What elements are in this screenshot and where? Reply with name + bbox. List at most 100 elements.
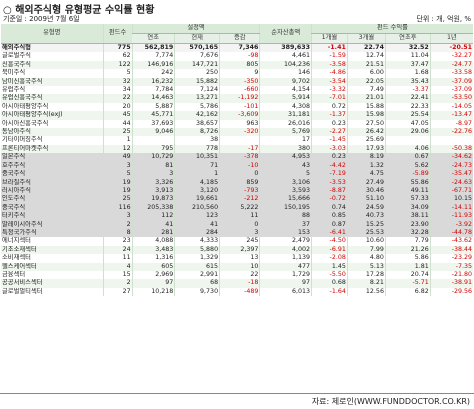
- return-3m: 25.69: [346, 136, 386, 145]
- return-3m: 6.00: [346, 69, 386, 78]
- net-assets: 37: [259, 220, 312, 229]
- fund-count: 32: [102, 77, 133, 87]
- return-1m: -4.50: [310, 237, 348, 246]
- type-name: 브라질주식: [1, 178, 104, 187]
- setup-now: 1: [174, 170, 220, 179]
- table-row: 일본주식 49 10,729 10,351 -378 4,953 0.23 8.19 0.67-…: [1, 153, 473, 162]
- type-name: 글로벌멀티섹터: [2, 287, 43, 295]
- setup-now: 210,560: [174, 203, 220, 213]
- return-1y: -21.80: [429, 270, 473, 280]
- net-assets: 380: [259, 144, 312, 154]
- fund-count: 116: [102, 203, 133, 213]
- return-ytd: -5.71: [384, 279, 431, 288]
- fund-count: 25: [102, 195, 133, 204]
- setup-change: 0: [219, 220, 260, 229]
- setup-change: 805: [219, 60, 260, 70]
- fund-count: 20: [102, 102, 133, 112]
- return-1y: -37.09: [429, 77, 473, 87]
- setup-now: 4,333: [174, 237, 220, 246]
- type-name: 아시아태평양주식: [2, 102, 49, 110]
- return-ytd: 6.82: [384, 287, 431, 297]
- table-row: 기초소재섹터 24 3,483 5,880 2,397 4,002 -6.91 7.99 21.…: [1, 245, 473, 255]
- net-assets: 4,308: [259, 102, 312, 112]
- table-row: 헬스케어섹터 4 605 615 10 477 1.45 5.13 1.81 -7.35: [1, 262, 473, 271]
- fund-count: 24: [102, 245, 133, 255]
- setup-change: 10: [219, 262, 260, 271]
- fund-returns-table: 유형명 펀드수 설정액 순자산총액 펀드 수익률 연초 현재 증감 1개월 3개…: [1, 24, 473, 297]
- return-ytd: 35.43: [384, 77, 431, 87]
- return-1m: -1.45: [310, 136, 348, 145]
- return-ytd: 22.41: [384, 94, 431, 103]
- return-1y: -32.27: [429, 52, 473, 61]
- setup-change: -10: [219, 161, 260, 171]
- return-1y: -22.76: [429, 128, 473, 137]
- fund-count: 45: [102, 111, 133, 120]
- setup-change: -3,609: [219, 111, 260, 120]
- type-name: 중국주식: [1, 203, 104, 213]
- return-1m: -1.41: [310, 43, 348, 53]
- setup-start: 41: [131, 220, 175, 229]
- setup-start: 1,316: [131, 254, 175, 263]
- return-ytd: -3.37: [384, 86, 431, 95]
- table-row: 유럽신흥국주식 22 14,463 13,271 -1,192 5,914 -7.01 21.…: [1, 94, 473, 103]
- return-1y: -44.78: [429, 228, 473, 238]
- return-1y: -14.05: [429, 102, 473, 112]
- net-assets: 17: [259, 136, 312, 145]
- fund-count: 25: [102, 128, 133, 137]
- setup-now: 123: [174, 212, 220, 221]
- fund-count: 5: [102, 69, 133, 78]
- setup-now: 38,657: [174, 119, 220, 129]
- col-setup-start: 연초: [132, 33, 175, 44]
- net-assets: 150,195: [259, 203, 312, 213]
- type-name: 유럽신흥국주식: [1, 94, 104, 103]
- setup-start: 97: [131, 279, 175, 288]
- net-assets: 477: [259, 262, 312, 271]
- return-3m: 1.32: [346, 161, 386, 171]
- setup-change: 859: [219, 178, 260, 187]
- return-1m: 1.45: [310, 262, 348, 271]
- return-1y: -24.63: [429, 178, 473, 187]
- return-ytd: 21.26: [384, 245, 431, 255]
- setup-change: -350: [219, 77, 260, 87]
- table-row: 유럽주식 34 7,784 7,124 -660 4,154 -3.32 7.49 -3.37-…: [1, 86, 473, 95]
- setup-start: 81: [131, 161, 175, 171]
- setup-now: 4,185: [174, 178, 220, 187]
- fund-count: 2: [102, 220, 133, 229]
- net-assets: 15,666: [259, 195, 312, 204]
- fund-count: 12: [102, 144, 133, 154]
- return-3m: 7.99: [346, 245, 386, 255]
- setup-start: 9,046: [131, 128, 175, 137]
- net-assets: 5,769: [259, 128, 312, 137]
- return-3m: 4.75: [346, 170, 386, 179]
- return-1m: -3.32: [310, 86, 348, 95]
- return-1y: -38.44: [429, 245, 473, 255]
- net-assets: 1,729: [259, 270, 312, 280]
- net-assets: 9,702: [259, 77, 312, 87]
- table-row: 터키주식 3 112 123 11 88 0.85 40.73 38.11 -11.93: [1, 212, 473, 221]
- return-1m: -4.86: [310, 69, 348, 78]
- return-3m: 10.60: [346, 237, 386, 246]
- setup-now: 38: [174, 136, 220, 145]
- table-row: 기타이머징주식 1 38 17 -1.45 25.69: [1, 136, 473, 145]
- return-3m: 21.01: [346, 94, 386, 103]
- fund-count: 23: [102, 237, 133, 246]
- return-ytd: 49.11: [384, 186, 431, 196]
- setup-now: 9,730: [174, 287, 220, 297]
- header-row-1: 유형명 펀드수 설정액 순자산총액 펀드 수익률: [1, 24, 473, 44]
- return-ytd: 11.04: [384, 52, 431, 61]
- setup-change: -212: [219, 195, 260, 204]
- return-1m: 0.68: [310, 279, 348, 288]
- return-ytd: 55.86: [384, 178, 431, 187]
- base-date: 기준일 : 2009년 7월 6일: [3, 15, 80, 23]
- table-row: 중국주식 116 205,338 210,560 5,222 150,195 0.74 24.…: [1, 203, 473, 213]
- fund-count: 11: [102, 254, 133, 263]
- setup-start: 14,463: [131, 94, 175, 103]
- return-ytd: 5.62: [384, 161, 431, 171]
- source-note: 자료: 제로인(WWW.FUNDDOCTOR.CO.KR): [311, 397, 470, 406]
- return-3m: 15.88: [346, 102, 386, 112]
- col-setup: 설정액: [131, 24, 260, 34]
- type-name: 유럽주식: [2, 86, 26, 94]
- return-1m: -2.27: [310, 128, 348, 137]
- setup-change: 22: [219, 270, 260, 280]
